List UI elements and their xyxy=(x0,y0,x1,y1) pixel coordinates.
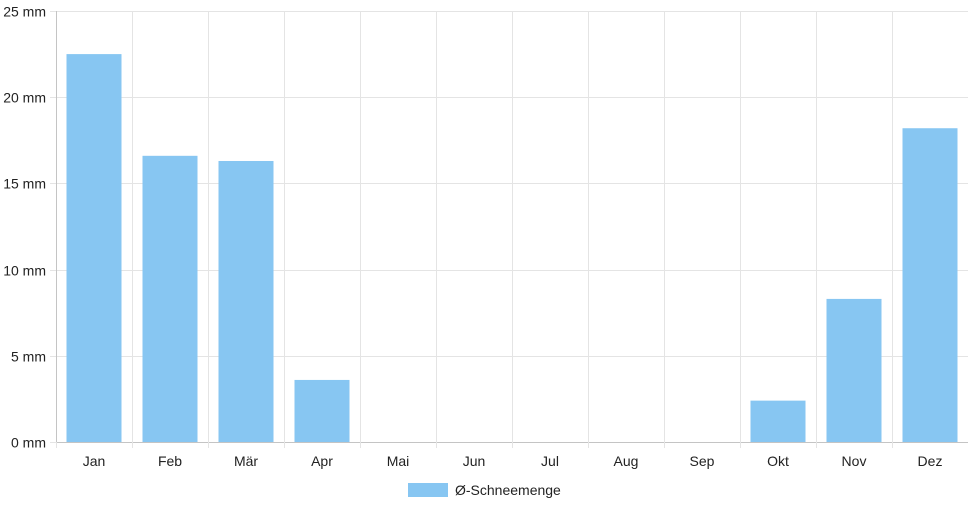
x-tick-label: Mai xyxy=(387,453,410,469)
x-tick-label: Dez xyxy=(918,453,943,469)
bar-okt xyxy=(750,400,806,442)
x-tick-label: Mär xyxy=(234,453,258,469)
y-tick-label: 20 mm xyxy=(3,90,46,106)
bar-apr xyxy=(294,379,350,442)
y-tick-label: 0 mm xyxy=(11,435,46,451)
y-tick-label: 15 mm xyxy=(3,176,46,192)
x-tick-label: Feb xyxy=(158,453,182,469)
x-tick-label: Jul xyxy=(541,453,559,469)
bars xyxy=(66,54,958,443)
legend[interactable]: Ø-Schneemenge xyxy=(408,482,561,498)
x-tick-label: Apr xyxy=(311,453,333,469)
x-axis-labels: Jan Feb Mär Apr Mai Jun Jul Aug Sep Okt Nov Dez xyxy=(83,453,943,469)
bar-jan xyxy=(66,54,122,442)
y-axis-labels: 0 mm 5 mm 10 mm 15 mm 20 mm 25 mm xyxy=(3,4,46,451)
legend-label: Ø-Schneemenge xyxy=(455,482,561,498)
axes xyxy=(50,11,968,448)
bar-feb xyxy=(142,155,198,443)
x-tick-label: Nov xyxy=(842,453,867,469)
y-tick-label: 5 mm xyxy=(11,349,46,365)
x-tick-label: Aug xyxy=(614,453,639,469)
bar-dez xyxy=(902,128,958,442)
y-tick-label: 10 mm xyxy=(3,263,46,279)
grid xyxy=(56,11,968,442)
bar-mär xyxy=(218,160,274,442)
x-tick-label: Okt xyxy=(767,453,789,469)
x-tick-label: Jan xyxy=(83,453,106,469)
legend-swatch xyxy=(408,483,448,497)
y-tick-label: 25 mm xyxy=(3,4,46,20)
bar-nov xyxy=(826,298,882,442)
x-tick-label: Jun xyxy=(463,453,486,469)
x-tick-label: Sep xyxy=(690,453,715,469)
